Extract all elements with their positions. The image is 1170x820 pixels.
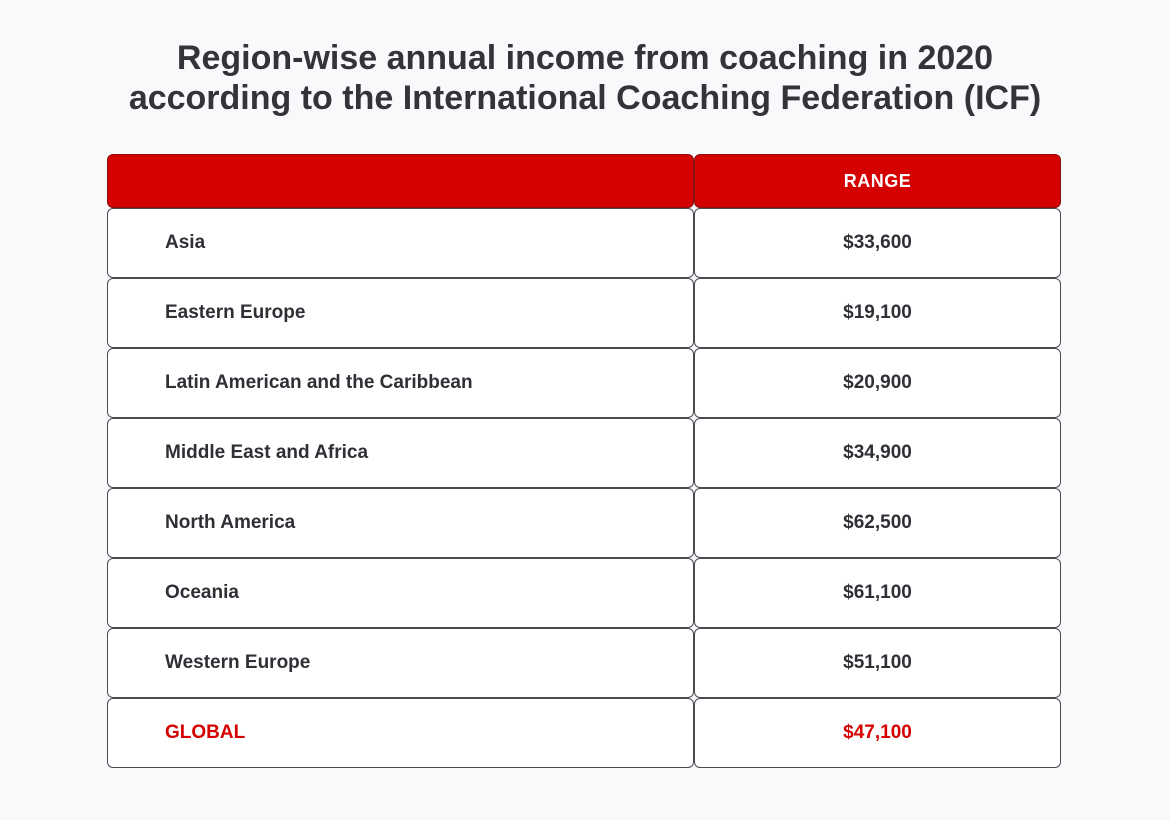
table-row: Asia $33,600 [107,208,1061,278]
table-body: Asia $33,600 Eastern Europe $19,100 Latin Am… [107,208,1061,768]
header-range-cell: RANGE [694,154,1061,208]
chart-title-line-1: Region-wise annual income from coaching … [176,39,994,77]
region-cell: GLOBAL [107,698,694,768]
region-cell: Oceania [107,558,694,628]
range-cell: $20,900 [694,348,1061,418]
income-table: RANGE Asia $33,600 Eastern Europe $19,100 La… [107,154,1061,768]
table-header-row: RANGE [107,154,1061,208]
header-region-cell [107,154,694,208]
table-row: North America $62,500 [107,488,1061,558]
region-cell: Latin American and the Caribbean [107,348,694,418]
chart-title: Region-wise annual income from coaching … [0,38,1170,118]
table-row: Middle East and Africa $34,900 [107,418,1061,488]
range-cell: $34,900 [694,418,1061,488]
region-cell: Asia [107,208,694,278]
table-row: Western Europe $51,100 [107,628,1061,698]
region-cell: Eastern Europe [107,278,694,348]
region-cell: Western Europe [107,628,694,698]
range-cell: $19,100 [694,278,1061,348]
table-row: GLOBAL $47,100 [107,698,1061,768]
range-cell: $51,100 [694,628,1061,698]
region-cell: Middle East and Africa [107,418,694,488]
chart-title-line-2: according to the International Coaching … [128,79,1042,117]
table-row: Latin American and the Caribbean $20,900 [107,348,1061,418]
region-cell: North America [107,488,694,558]
range-cell: $47,100 [694,698,1061,768]
table-row: Oceania $61,100 [107,558,1061,628]
range-cell: $62,500 [694,488,1061,558]
range-cell: $33,600 [694,208,1061,278]
table-row: Eastern Europe $19,100 [107,278,1061,348]
range-cell: $61,100 [694,558,1061,628]
